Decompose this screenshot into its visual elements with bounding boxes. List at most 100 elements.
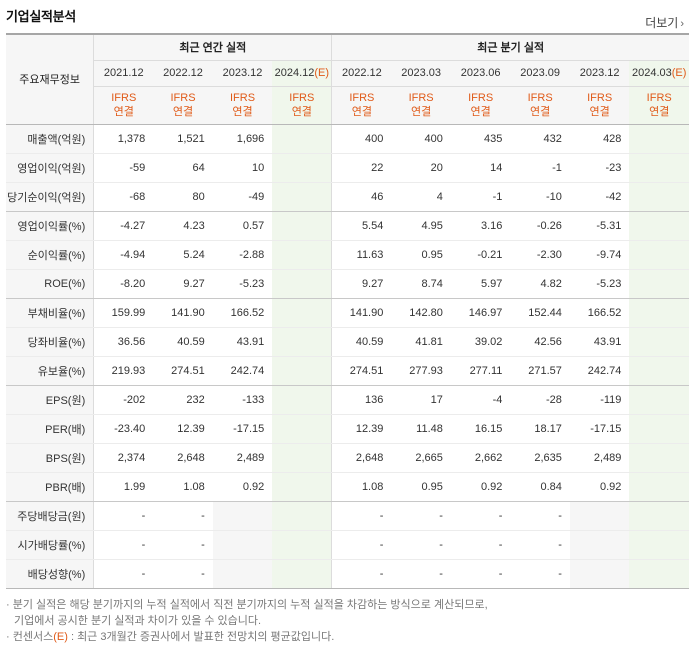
table-row: 순이익률(%) -4.94 5.24 -2.88 11.63 0.95 -0.21 -2.30… <box>6 240 689 270</box>
annual-value-cell: - <box>153 501 213 531</box>
annual-value-cell <box>272 211 332 241</box>
table-row: PBR(배) 1.99 1.08 0.92 1.08 0.95 0.92 0.84 0.92 <box>6 472 689 502</box>
annual-value-cell: -23.40 <box>93 414 154 444</box>
row-label: 유보율(%) <box>6 356 94 386</box>
quarter-value-cell: - <box>510 559 570 589</box>
annual-value-cell: 64 <box>153 153 213 183</box>
quarter-value-cell: -28 <box>510 385 570 415</box>
quarter-value-cell <box>629 414 689 444</box>
quarter-value-cell: - <box>450 559 511 589</box>
ifrs-basis-header: IFRS 연결 <box>510 86 570 125</box>
annual-value-cell <box>272 124 332 154</box>
row-label: BPS(원) <box>6 443 94 473</box>
table-row: 당좌비율(%) 36.56 40.59 43.91 40.59 41.81 39.02 42.… <box>6 327 689 357</box>
quarter-value-cell: 3.16 <box>450 211 511 241</box>
quarter-value-cell: -119 <box>569 385 630 415</box>
row-label: 시가배당률(%) <box>6 530 94 560</box>
quarter-value-cell <box>629 211 689 241</box>
quarter-value-cell: 4 <box>391 182 451 212</box>
annual-value-cell: -59 <box>93 153 154 183</box>
quarter-value-cell: - <box>331 501 392 531</box>
quarter-value-cell: -23 <box>569 153 630 183</box>
quarter-value-cell <box>629 298 689 328</box>
annual-value-cell <box>272 356 332 386</box>
annual-value-cell: 141.90 <box>153 298 213 328</box>
quarter-value-cell <box>629 124 689 154</box>
row-label: 당좌비율(%) <box>6 327 94 357</box>
quarter-value-cell: 0.84 <box>510 472 570 502</box>
quarter-value-cell <box>629 356 689 386</box>
quarter-value-cell: 8.74 <box>391 269 451 299</box>
row-label: EPS(원) <box>6 385 94 415</box>
header-basis-row: IFRS 연결 IFRS 연결 IFRS 연결 IFRS 연결 IFRS 연결 IFRS 연결 IFRS… <box>6 86 689 125</box>
quarter-value-cell <box>569 501 630 531</box>
quarter-value-cell: 2,662 <box>450 443 511 473</box>
annual-value-cell: -68 <box>93 182 154 212</box>
annual-value-cell: 43.91 <box>212 327 273 357</box>
quarter-period-header: 2022.12 <box>331 60 392 87</box>
annual-value-cell: -202 <box>93 385 154 415</box>
quarter-value-cell: 166.52 <box>569 298 630 328</box>
note-3: · 컨센서스(E) : 최근 3개월간 증권사에서 발표한 전망치의 평균값입니… <box>6 631 335 643</box>
annual-period-header: 2024.12(E) <box>272 60 332 87</box>
ifrs-basis-header: IFRS 연결 <box>629 86 689 125</box>
quarter-value-cell: 5.54 <box>331 211 392 241</box>
quarter-period-header: 2023.12 <box>569 60 630 87</box>
quarter-period-header: 2024.03(E) <box>629 60 689 87</box>
quarter-period-header: 2023.09 <box>510 60 570 87</box>
note-2: 기업에서 공시한 분기 실적과 차이가 있을 수 있습니다. <box>14 615 262 627</box>
note-1: · 분기 실적은 해당 분기까지의 누적 실적에서 직전 분기까지의 누적 실적… <box>6 599 488 611</box>
row-label: ROE(%) <box>6 269 94 299</box>
quarter-value-cell: 2,635 <box>510 443 570 473</box>
annual-value-cell <box>272 182 332 212</box>
table-row: 영업이익(억원) -59 64 10 22 20 14 -1 -23 <box>6 153 689 183</box>
table-row: 부채비율(%) 159.99 141.90 166.52 141.90 142.80 146… <box>6 298 689 328</box>
annual-value-cell <box>272 472 332 502</box>
annual-value-cell: 1.99 <box>93 472 154 502</box>
quarter-value-cell <box>569 559 630 589</box>
section-title: 기업실적분석 <box>6 9 76 24</box>
ifrs-basis-header: IFRS 연결 <box>212 86 273 125</box>
quarter-value-cell <box>629 269 689 299</box>
quarter-period-header: 2023.06 <box>450 60 511 87</box>
quarter-value-cell: 11.48 <box>391 414 451 444</box>
annual-value-cell: 219.93 <box>93 356 154 386</box>
quarter-value-cell <box>629 501 689 531</box>
annual-value-cell <box>272 298 332 328</box>
quarter-value-cell: - <box>331 530 392 560</box>
quarter-value-cell <box>629 472 689 502</box>
quarter-value-cell: 274.51 <box>331 356 392 386</box>
quarter-value-cell: -5.23 <box>569 269 630 299</box>
row-label: 순이익률(%) <box>6 240 94 270</box>
more-link[interactable]: 더보기 › <box>645 14 684 31</box>
row-label: PER(배) <box>6 414 94 444</box>
more-label: 더보기 <box>645 16 679 30</box>
ifrs-basis-header: IFRS 연결 <box>331 86 392 125</box>
quarter-value-cell: -5.31 <box>569 211 630 241</box>
quarter-value-cell: - <box>391 501 451 531</box>
quarter-value-cell: 18.17 <box>510 414 570 444</box>
quarter-value-cell: 142.80 <box>391 298 451 328</box>
quarter-value-cell: -9.74 <box>569 240 630 270</box>
quarter-value-cell: 43.91 <box>569 327 630 357</box>
annual-value-cell <box>212 559 273 589</box>
quarter-value-cell <box>629 182 689 212</box>
annual-period-header: 2022.12 <box>153 60 213 87</box>
quarter-value-cell: 42.56 <box>510 327 570 357</box>
quarter-group-header: 최근 분기 실적 <box>331 33 689 61</box>
annual-value-cell <box>272 153 332 183</box>
quarter-value-cell: 146.97 <box>450 298 511 328</box>
chevron-right-icon: › <box>680 18 684 30</box>
quarter-value-cell: 0.95 <box>391 240 451 270</box>
annual-value-cell: -17.15 <box>212 414 273 444</box>
table-row: PER(배) -23.40 12.39 -17.15 12.39 11.48 16.15 18… <box>6 414 689 444</box>
row-label: 부채비율(%) <box>6 298 94 328</box>
row-label: PBR(배) <box>6 472 94 502</box>
row-label: 매출액(억원) <box>6 124 94 154</box>
quarter-value-cell: 2,665 <box>391 443 451 473</box>
annual-value-cell: -2.88 <box>212 240 273 270</box>
quarter-value-cell: - <box>331 559 392 589</box>
quarter-value-cell: 4.95 <box>391 211 451 241</box>
quarter-value-cell <box>629 530 689 560</box>
annual-value-cell <box>272 385 332 415</box>
